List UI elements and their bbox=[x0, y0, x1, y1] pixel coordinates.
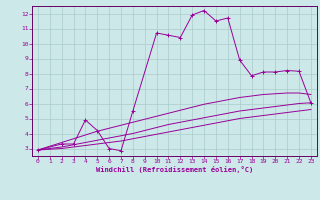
X-axis label: Windchill (Refroidissement éolien,°C): Windchill (Refroidissement éolien,°C) bbox=[96, 166, 253, 173]
